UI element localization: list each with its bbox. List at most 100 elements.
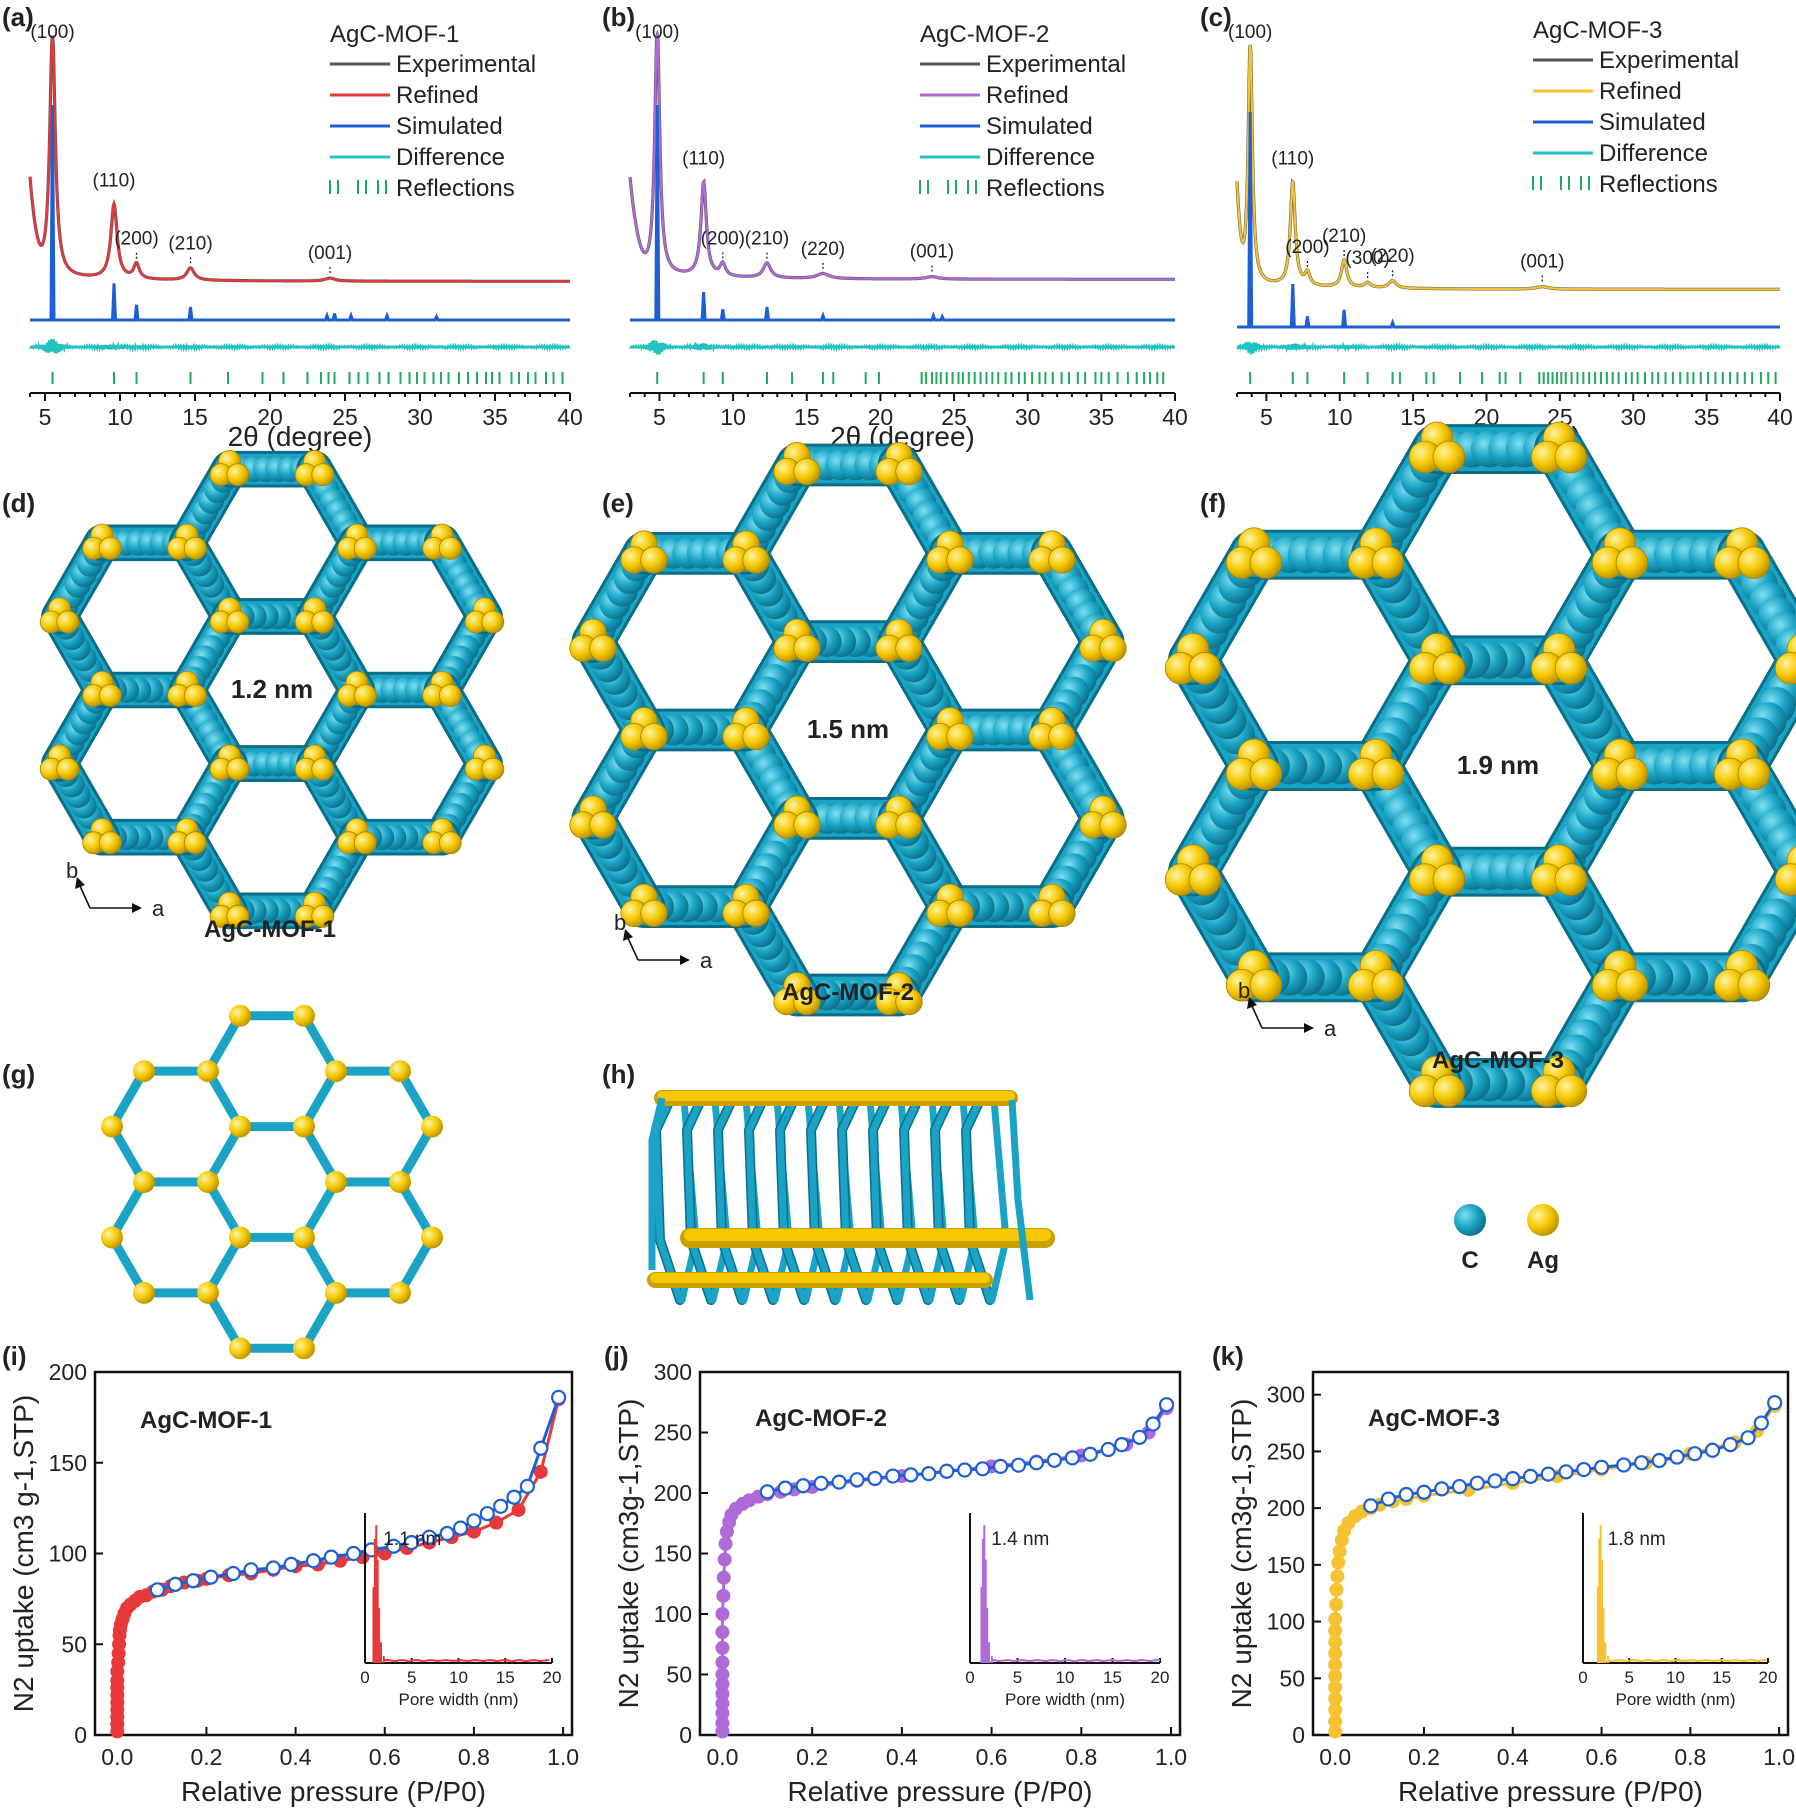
silver-atom (183, 831, 207, 855)
x-tick-label: 0.8 (1065, 1744, 1097, 1770)
adsorption-point (1328, 1657, 1343, 1672)
x-tick-label: 1.0 (1763, 1744, 1795, 1770)
desorption-point (203, 1569, 219, 1585)
topology-node (133, 1281, 155, 1304)
y-tick-label: 50 (61, 1631, 87, 1657)
adsorption-point (1331, 1555, 1346, 1570)
desorption-point (1010, 1457, 1027, 1473)
silver-atom (1774, 863, 1796, 896)
inset-x-tick-label: 10 (449, 1668, 468, 1687)
silver-atom (946, 899, 974, 927)
hkl-label: (200) (114, 229, 158, 250)
silver-atom (742, 899, 770, 927)
desorption-point (1753, 1415, 1769, 1431)
hkl-label: (001) (910, 242, 954, 263)
desorption-point (1132, 1429, 1148, 1445)
y-tick-label: 0 (1292, 1722, 1305, 1748)
stack-linker (745, 1096, 777, 1304)
topology-node (229, 1226, 251, 1249)
topology-node (197, 1060, 219, 1083)
desorption-point (283, 1556, 299, 1572)
desorption-point (795, 1478, 811, 1494)
stack-linker (988, 1096, 1010, 1304)
topology-node (293, 1337, 315, 1360)
silver-atom (1737, 546, 1771, 579)
stack-linker (869, 1096, 901, 1304)
y-tick-label: 300 (654, 1359, 692, 1385)
psd-peak-label: 1.4 nm (991, 1529, 1049, 1550)
desorption-point (1505, 1471, 1521, 1487)
inset-x-tick-label: 0 (1578, 1668, 1587, 1687)
carbon-legend-ball (1454, 1204, 1486, 1236)
desorption-point (777, 1480, 793, 1496)
stack-linker (900, 1096, 932, 1304)
silver-atom (640, 722, 668, 751)
x-tick-label: 0.6 (369, 1744, 401, 1770)
desorption-point (1522, 1468, 1539, 1484)
psd-bar (1601, 1559, 1604, 1663)
desorption-point (1158, 1397, 1175, 1413)
legend-title: AgC-MOF-1 (330, 21, 459, 48)
silver-atom (226, 904, 250, 928)
psd-tail (1608, 1658, 1768, 1663)
silver-atom (1432, 863, 1466, 896)
structure-name: AgC-MOF-3 (1432, 1047, 1564, 1074)
desorption-point (421, 1529, 437, 1545)
silver-atom (640, 899, 668, 927)
desorption-point (1633, 1455, 1650, 1471)
hkl-label: (100) (635, 22, 679, 43)
psd-bar (378, 1607, 381, 1663)
silver-legend-ball (1527, 1204, 1559, 1236)
silver-atom (742, 546, 770, 574)
desorption-point (903, 1467, 919, 1483)
panel-label: (c) (1200, 2, 1232, 32)
legend-title: AgC-MOF-3 (1533, 17, 1662, 44)
hkl-label: (200) (701, 228, 745, 249)
silver-atom (311, 463, 335, 487)
hkl-label: (210) (1322, 226, 1366, 247)
x-tick-label: 15 (1400, 404, 1426, 430)
axis-a-arrowhead (1304, 1023, 1314, 1033)
topology-node (197, 1281, 219, 1304)
axis-a-label: a (700, 948, 713, 973)
y-tick-label: 50 (666, 1662, 692, 1688)
silver-atom (895, 634, 923, 662)
topology-node (101, 1226, 123, 1249)
silver-legend-label: Ag (1527, 1247, 1559, 1274)
stack-linker (776, 1096, 808, 1304)
silver-atom (56, 757, 80, 781)
adsorption-point (715, 1715, 730, 1730)
x-tick-label: 15 (794, 404, 820, 430)
x-tick-label: 15 (182, 404, 208, 430)
legend-label: Refined (1599, 78, 1682, 105)
desorption-point (1398, 1486, 1414, 1503)
inset-x-tick-label: 10 (1666, 1668, 1685, 1687)
topology-node (389, 1060, 411, 1083)
simulated-curve (630, 104, 1175, 322)
y-tick-label: 200 (654, 1480, 692, 1506)
x-axis-label: Relative pressure (P/P0) (1398, 1776, 1703, 1807)
x-tick-label: 1.0 (1155, 1744, 1187, 1770)
silver-atom (311, 904, 335, 928)
x-tick-label: 5 (653, 404, 666, 430)
panel-label: (j) (604, 1341, 629, 1371)
silver-atom (438, 831, 462, 855)
adsorption-point (1328, 1669, 1343, 1684)
psd-bar (986, 1607, 989, 1663)
inset-x-tick-label: 5 (1013, 1668, 1022, 1687)
desorption-point (439, 1525, 455, 1542)
axis-b-arrow (1251, 1005, 1263, 1029)
psd-bar (990, 1656, 993, 1663)
silver-atom (1615, 968, 1649, 1002)
y-tick-label: 50 (1279, 1665, 1305, 1691)
isotherm-panel-i: (i)0.0 0.2 0.4 0.6 0.8 1.0050100150200Relativ… (2, 1341, 579, 1807)
axis-b-arrow (79, 885, 91, 909)
desorption-point (1651, 1452, 1667, 1469)
inset-x-tick-label: 5 (407, 1668, 416, 1687)
silver-atom (1615, 757, 1649, 791)
x-tick-label: 10 (720, 404, 746, 430)
stack-linker (838, 1096, 870, 1304)
silver-atom (311, 610, 335, 634)
desorption-point (167, 1576, 183, 1592)
inset-x-tick-label: 0 (360, 1668, 369, 1687)
